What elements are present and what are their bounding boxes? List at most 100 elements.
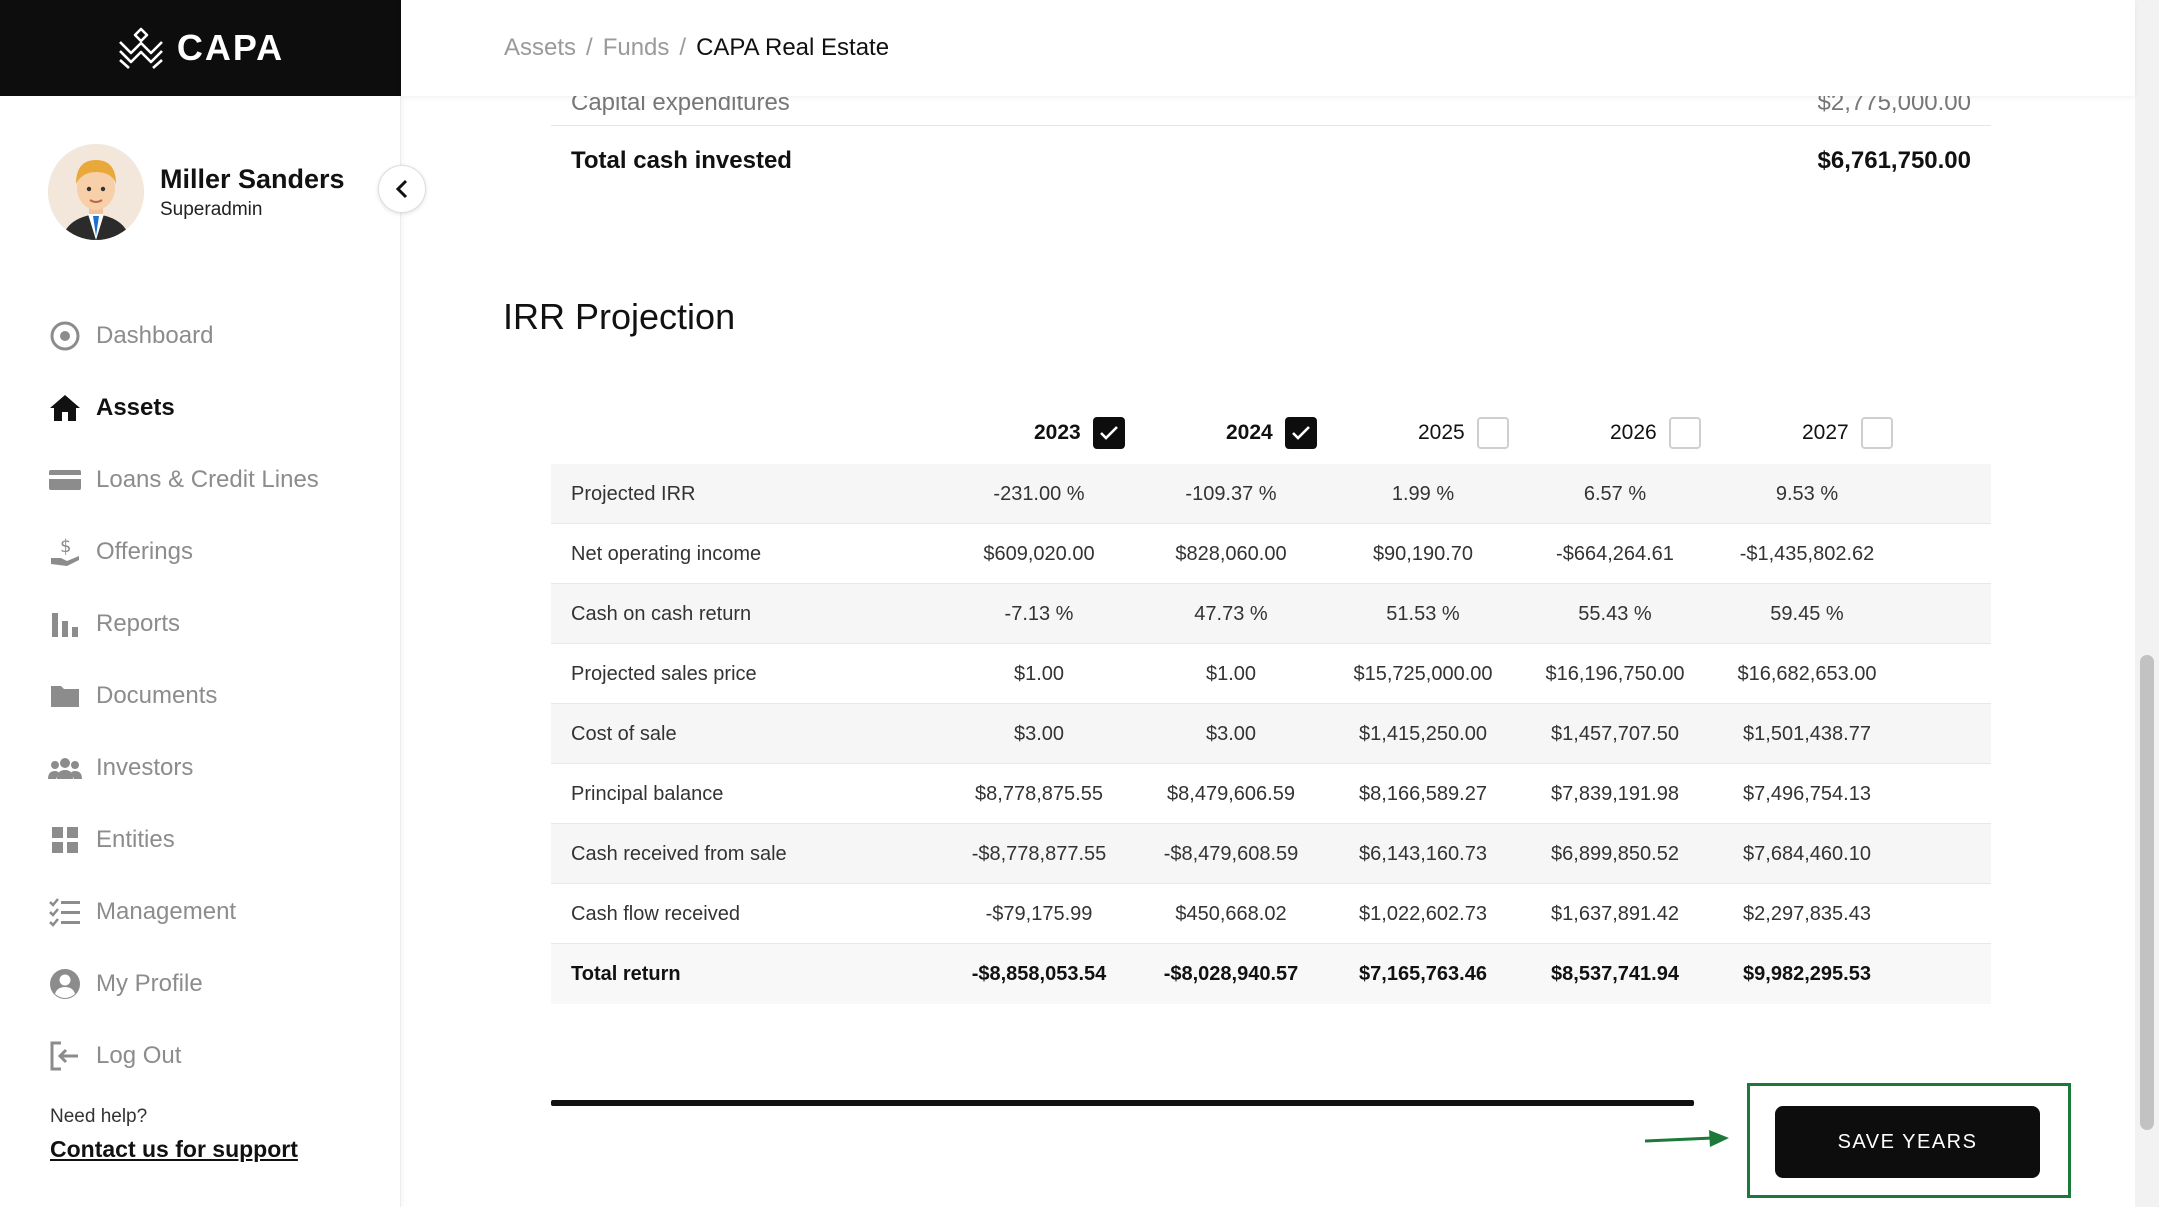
cell-value: $7,839,191.98	[1551, 783, 1679, 805]
cell-value: $8,537,741.94	[1551, 963, 1679, 985]
home-icon	[48, 391, 82, 425]
year-column-2026: 2026	[1610, 408, 1701, 458]
year-label: 2026	[1610, 421, 1657, 444]
table-row: Projected sales price $1.00 $1.00 $15,72…	[551, 644, 1991, 704]
collapse-sidebar-button[interactable]	[378, 165, 426, 213]
offerings-icon: $	[48, 535, 82, 569]
nav-item-entities[interactable]: Entities	[48, 804, 378, 876]
cell-value: 55.43 %	[1578, 603, 1652, 625]
cell-value: $1,637,891.42	[1551, 903, 1679, 925]
breadcrumb-funds[interactable]: Funds	[602, 34, 670, 61]
nav-label: Offerings	[96, 538, 193, 565]
page-scrollbar[interactable]	[2135, 0, 2159, 1207]
row-label: Projected sales price	[571, 663, 757, 685]
cell-value: $3.00	[1205, 723, 1257, 745]
avatar	[48, 144, 144, 240]
cell-value: $6,899,850.52	[1551, 843, 1679, 865]
svg-text:$: $	[60, 536, 71, 557]
cell-value: 59.45 %	[1770, 603, 1844, 625]
cell-value: -$664,264.61	[1556, 543, 1674, 565]
cell-value: -$1,435,802.62	[1739, 543, 1875, 565]
nav-item-reports[interactable]: Reports	[48, 588, 378, 660]
breadcrumb-separator: /	[679, 34, 687, 61]
row-label: Net operating income	[571, 543, 762, 565]
nav-item-documents[interactable]: Documents	[48, 660, 378, 732]
cell-value: 9.53 %	[1775, 483, 1839, 505]
check-icon	[1291, 426, 1310, 440]
row-value: $6,761,750.00	[1817, 147, 1971, 174]
breadcrumb-separator: /	[586, 34, 593, 61]
cell-value: $6,143,160.73	[1359, 843, 1487, 865]
year-label: 2027	[1802, 421, 1849, 444]
cell-value: -$79,175.99	[985, 903, 1093, 925]
cell-value: $450,668.02	[1175, 903, 1287, 925]
user-circle-icon	[48, 967, 82, 1001]
breadcrumb-current: CAPA Real Estate	[696, 34, 890, 61]
table-row: Cash on cash return -7.13 % 47.73 % 51.5…	[551, 584, 1991, 644]
user-name: Miller Sanders	[160, 163, 345, 194]
cell-value: $7,496,754.13	[1743, 783, 1871, 805]
user-profile[interactable]: Miller Sanders Superadmin	[48, 144, 345, 240]
bar-chart-icon	[48, 607, 82, 641]
year-checkbox-2027[interactable]	[1860, 417, 1893, 449]
cell-value: $16,196,750.00	[1545, 663, 1685, 685]
user-role: Superadmin	[160, 198, 263, 220]
cell-value: $1,022,602.73	[1359, 903, 1487, 925]
table-row: Cash received from sale -$8,778,877.55 -…	[551, 824, 1991, 884]
table-row: Net operating income $609,020.00 $828,06…	[551, 524, 1991, 584]
save-highlight-frame	[1747, 1083, 2071, 1198]
folder-icon	[48, 679, 82, 713]
year-checkbox-2023[interactable]	[1092, 417, 1125, 449]
row-label: Cash received from sale	[571, 843, 787, 865]
nav-label: Log Out	[96, 1042, 182, 1069]
nav-item-dashboard[interactable]: Dashboard	[48, 300, 378, 372]
table-row-total: Total return -$8,858,053.54 -$8,028,940.…	[551, 944, 1991, 1004]
logo[interactable]: CAPA	[0, 0, 401, 96]
cell-value: $9,982,295.53	[1743, 963, 1871, 985]
logout-icon	[48, 1039, 82, 1073]
cell-value: $8,778,875.55	[975, 783, 1103, 805]
nav-item-my-profile[interactable]: My Profile	[48, 948, 378, 1020]
cell-value: $3.00	[1013, 723, 1065, 745]
save-years-button[interactable]: SAVE YEARS	[1775, 1106, 2040, 1178]
year-checkbox-2026[interactable]	[1668, 417, 1701, 449]
row-label: Total cash invested	[571, 147, 792, 174]
scrollbar-thumb[interactable]	[551, 1100, 1694, 1106]
breadcrumb: Assets / Funds / CAPA Real Estate	[401, 0, 2135, 96]
cell-value: $609,020.00	[983, 543, 1095, 565]
cell-value: $7,684,460.10	[1743, 843, 1871, 865]
year-label: 2025	[1418, 421, 1465, 444]
nav-item-offerings[interactable]: $ Offerings	[48, 516, 378, 588]
help-label: Need help?	[50, 1106, 148, 1127]
breadcrumb-assets[interactable]: Assets	[504, 34, 577, 61]
cell-value: $1.00	[1205, 663, 1257, 685]
scrollbar-thumb[interactable]	[2140, 655, 2154, 1130]
year-checkbox-2024[interactable]	[1284, 417, 1317, 449]
contact-support-link[interactable]: Contact us for support	[50, 1136, 298, 1162]
nav-item-assets[interactable]: Assets	[48, 372, 378, 444]
nav-item-logout[interactable]: Log Out	[48, 1020, 378, 1092]
nav-item-management[interactable]: Management	[48, 876, 378, 948]
cell-value: $2,297,835.43	[1743, 903, 1871, 925]
row-label: Projected IRR	[571, 483, 696, 505]
credit-card-icon	[48, 463, 82, 497]
table-horizontal-scrollbar[interactable]	[551, 1100, 1991, 1106]
cell-value: -$8,778,877.55	[971, 843, 1107, 865]
cell-value: $16,682,653.00	[1737, 663, 1877, 685]
nav-item-investors[interactable]: Investors	[48, 732, 378, 804]
row-label: Principal balance	[571, 783, 724, 805]
cell-value: -7.13 %	[1004, 603, 1074, 625]
nav-label: Assets	[96, 394, 175, 421]
main-content: Capital expenditures $2,775,000.00 Total…	[401, 89, 2135, 1207]
cell-value: 51.53 %	[1386, 603, 1460, 625]
sidebar-nav: Dashboard Assets Loans & Credit Lines $ …	[48, 300, 378, 1092]
cell-value: -231.00 %	[993, 483, 1085, 505]
year-column-2025: 2025	[1418, 408, 1509, 458]
cell-value: $90,190.70	[1372, 543, 1474, 565]
capa-logo-icon	[118, 27, 163, 69]
year-checkbox-2025[interactable]	[1476, 417, 1509, 449]
nav-item-loans[interactable]: Loans & Credit Lines	[48, 444, 378, 516]
year-label: 2023	[1034, 421, 1081, 444]
dashboard-icon	[48, 319, 82, 353]
row-label: Cash on cash return	[571, 603, 752, 625]
